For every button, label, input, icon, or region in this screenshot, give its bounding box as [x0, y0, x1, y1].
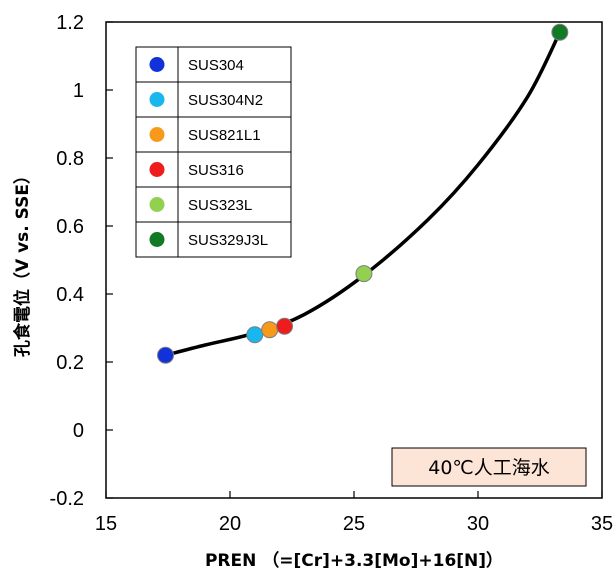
legend-marker — [149, 57, 165, 72]
y-tick-label: 0.6 — [56, 216, 84, 238]
legend-marker — [149, 127, 165, 142]
legend-label: SUS329J3L — [188, 232, 268, 249]
legend-marker — [149, 197, 165, 212]
x-tick-label: 20 — [219, 513, 241, 535]
legend-marker — [149, 92, 165, 107]
y-tick-label: 0 — [73, 420, 84, 442]
y-tick-label: 1.2 — [56, 12, 84, 34]
y-tick-label: 0.4 — [56, 284, 84, 306]
legend-label: SUS304N2 — [188, 92, 263, 109]
x-tick-label: 35 — [591, 513, 613, 535]
y-tick-label: 1 — [73, 80, 84, 102]
y-axis-title: 孔食電位（V vs. SSE） — [12, 167, 33, 357]
condition-note: 40℃人工海水 — [391, 447, 587, 487]
legend-marker — [149, 232, 165, 247]
condition-note-box — [391, 447, 587, 487]
data-point-sus304 — [157, 346, 175, 364]
y-tick-label: -0.2 — [50, 488, 84, 510]
legend-label: SUS316 — [188, 162, 244, 179]
legend-marker — [149, 162, 165, 177]
condition-note-text: 40℃人工海水 — [428, 457, 550, 479]
legend-label: SUS304 — [188, 57, 244, 74]
y-tick-label: 0.2 — [56, 352, 84, 374]
y-tick-label: 0.8 — [56, 148, 84, 170]
data-point-sus329j3l — [551, 23, 569, 41]
legend: SUS304 SUS304N2 SUS821L1 SUS316 SUS323L SUS32… — [135, 46, 292, 258]
x-tick-label: 30 — [467, 513, 489, 535]
data-points — [157, 23, 569, 364]
data-point-sus821l1 — [261, 321, 279, 339]
x-axis-title: PREN （=[Cr]+3.3[Mo]+16[N]） — [205, 550, 503, 571]
x-tick-label: 15 — [95, 513, 117, 535]
legend-label: SUS323L — [188, 197, 252, 214]
trend-curve — [165, 31, 562, 357]
data-point-sus304n2 — [246, 326, 264, 344]
legend-label: SUS821L1 — [188, 127, 261, 144]
y-axis-ticks: -0.2 0 0.2 0.4 0.6 0.8 1 1.2 — [50, 12, 113, 510]
data-point-sus316 — [276, 317, 294, 335]
x-axis-ticks: 15 20 25 30 35 — [95, 491, 613, 535]
x-tick-label: 25 — [343, 513, 365, 535]
data-point-sus323l — [355, 265, 373, 283]
